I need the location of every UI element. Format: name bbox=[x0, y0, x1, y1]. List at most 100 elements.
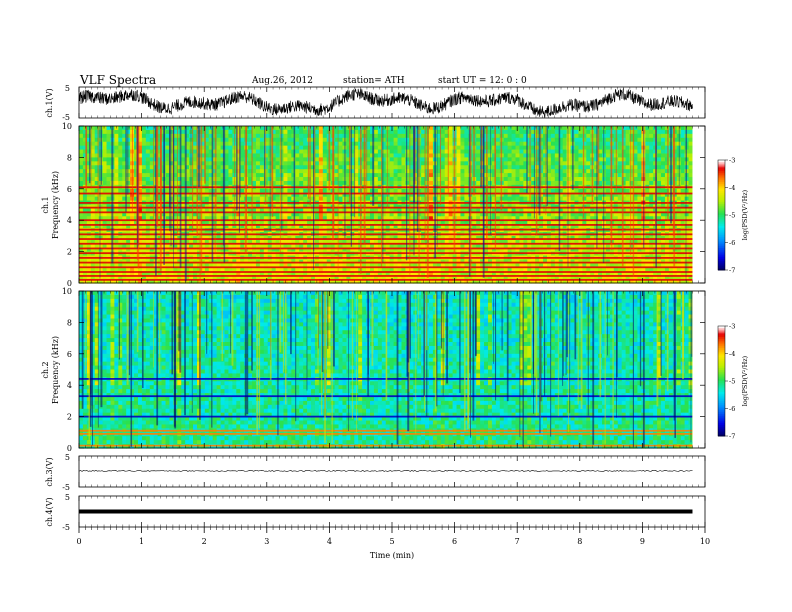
spectrogram-cell bbox=[539, 188, 544, 194]
spectrogram-cell bbox=[287, 180, 292, 186]
spectrogram-cell bbox=[491, 129, 497, 135]
spectrogram-cell bbox=[248, 220, 253, 225]
spectrogram-cell bbox=[491, 141, 497, 147]
spectrogram-cell bbox=[397, 220, 403, 225]
spectrogram-cell bbox=[495, 177, 501, 182]
spectrogram-cell bbox=[480, 224, 485, 229]
spectrogram-cell bbox=[397, 157, 403, 162]
spectrogram-cell bbox=[550, 141, 556, 147]
spectrogram-cell bbox=[523, 247, 528, 253]
spectrogram-cell bbox=[181, 153, 186, 158]
spectrogram-cell bbox=[236, 224, 241, 229]
spectrogram-cell bbox=[523, 243, 528, 249]
spectrogram-cell bbox=[515, 267, 521, 272]
spectrogram-cell bbox=[236, 169, 241, 174]
spectrogram-cell bbox=[346, 243, 351, 249]
spectrogram-cell bbox=[82, 216, 88, 221]
spectrogram-cell bbox=[385, 141, 391, 147]
spectrogram-cell bbox=[444, 173, 450, 178]
spectrogram-cell bbox=[295, 129, 300, 135]
spectrogram-cell bbox=[169, 149, 174, 155]
spectrogram-cell bbox=[86, 247, 92, 253]
spectrogram-cell bbox=[456, 165, 462, 170]
spectrogram-cell bbox=[350, 279, 355, 284]
spectrogram-cell bbox=[409, 149, 414, 155]
spectrogram-cell bbox=[126, 224, 131, 229]
spectrogram-cell bbox=[385, 239, 391, 245]
spectrogram-cell bbox=[224, 149, 230, 155]
spectrogram-cell bbox=[472, 279, 477, 284]
spectrogram-cell bbox=[94, 196, 100, 202]
spectrogram-cell bbox=[141, 129, 147, 135]
spectrogram-cell bbox=[366, 137, 371, 143]
spectrogram-cell bbox=[181, 192, 186, 198]
spectrogram-cell bbox=[122, 247, 127, 253]
spectrogram-cell bbox=[543, 169, 548, 174]
spectrogram-cell bbox=[295, 188, 300, 194]
spectrogram-cell bbox=[106, 271, 112, 276]
spectrogram-cell bbox=[448, 224, 454, 229]
spectrogram-cell bbox=[314, 267, 320, 272]
spectrogram-cell bbox=[554, 129, 560, 135]
spectrogram-cell bbox=[417, 275, 422, 280]
spectrogram-cell bbox=[224, 145, 230, 151]
spectrogram-cell bbox=[149, 161, 155, 166]
spectrogram-cell bbox=[145, 161, 151, 166]
spectrogram-cell bbox=[189, 267, 194, 272]
spectrogram-cell bbox=[240, 129, 245, 135]
spectrogram-cell bbox=[193, 212, 198, 217]
spectrogram-cell bbox=[554, 212, 560, 217]
spectrogram-cell bbox=[82, 192, 88, 198]
spectrogram-cell bbox=[338, 196, 344, 202]
spectrogram-cell bbox=[169, 279, 174, 284]
spectrogram-cell bbox=[173, 239, 178, 245]
spectrogram-cell bbox=[248, 149, 253, 155]
spectrogram-cell bbox=[291, 271, 296, 276]
spectrogram-cell bbox=[539, 157, 544, 162]
spectrogram-cell bbox=[173, 220, 178, 225]
spectrogram-cell bbox=[543, 145, 548, 151]
spectrogram-cell bbox=[334, 263, 340, 268]
spectrogram-cell bbox=[255, 212, 261, 217]
spectrogram-cell bbox=[252, 263, 257, 268]
spectrogram-cell bbox=[491, 180, 497, 186]
spectrogram-cell bbox=[397, 243, 403, 249]
spectrogram-cell bbox=[185, 247, 190, 253]
spectrogram-cell bbox=[444, 267, 450, 272]
spectrogram-cell bbox=[397, 188, 403, 194]
spectrogram-cell bbox=[503, 173, 509, 178]
spectrogram-cell bbox=[299, 188, 304, 194]
spectrogram-cell bbox=[507, 188, 513, 194]
spectrogram-cell bbox=[86, 279, 92, 284]
spectrogram-cell bbox=[287, 177, 292, 182]
spectrogram-cell bbox=[519, 129, 524, 135]
spectrogram-cell bbox=[366, 157, 371, 162]
spectrogram-cell bbox=[539, 239, 544, 245]
spectrogram-cell bbox=[102, 279, 108, 284]
spectrogram-cell bbox=[354, 263, 359, 268]
spectrogram-cell bbox=[149, 126, 155, 131]
spectrogram-cell bbox=[82, 188, 88, 194]
spectrogram-cell bbox=[385, 161, 391, 166]
spectrogram-cell bbox=[338, 212, 344, 217]
spectrogram-cell bbox=[283, 196, 289, 202]
spectrogram-cell bbox=[141, 220, 147, 225]
spectrogram-cell bbox=[448, 243, 454, 249]
spectrogram-cell bbox=[283, 224, 289, 229]
spectrogram-cell bbox=[189, 133, 194, 139]
spectrogram-cell bbox=[259, 239, 265, 245]
spectrogram-cell bbox=[90, 188, 96, 194]
spectrogram-cell bbox=[114, 208, 119, 213]
spectrogram-cell bbox=[460, 177, 465, 182]
spectrogram-cell bbox=[106, 188, 112, 194]
spectrogram-cell bbox=[554, 137, 560, 143]
spectrogram-cell bbox=[546, 271, 552, 276]
spectrogram-cell bbox=[189, 188, 194, 194]
spectrogram-cell bbox=[153, 275, 159, 280]
spectrogram-cell bbox=[263, 263, 269, 268]
spectrogram-cell bbox=[106, 133, 112, 139]
spectrogram-cell bbox=[271, 243, 277, 249]
spectrogram-cell bbox=[389, 243, 395, 249]
spectrogram-cell bbox=[429, 153, 434, 158]
